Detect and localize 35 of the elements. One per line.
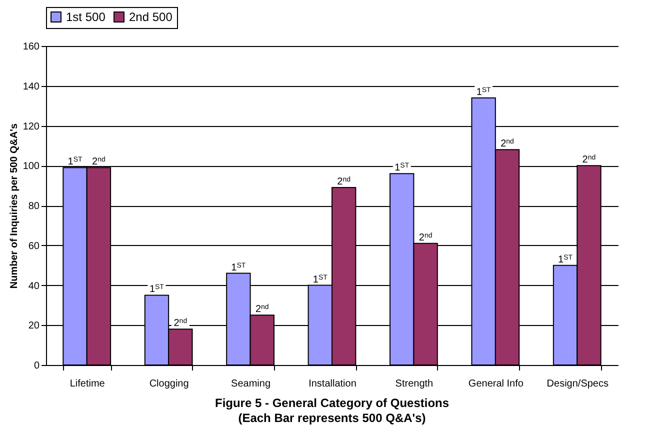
- x-tick-label: Lifetime: [70, 378, 106, 390]
- y-tick-label: 100: [22, 161, 40, 172]
- annotation: 1$^{ST}$: [394, 162, 410, 174]
- x-tick-label: Design/Specs: [546, 378, 608, 390]
- annotation: 1$^{ST}$: [68, 156, 83, 168]
- annotation: 2$^{nd}$: [255, 302, 269, 316]
- x-tick-label: Installation: [308, 378, 356, 390]
- x-tick-label: General Info: [468, 378, 524, 390]
- y-tick-label: 0: [34, 360, 40, 372]
- y-tick-label: 160: [22, 42, 40, 52]
- y-tick-label: 140: [22, 81, 40, 92]
- legend-label: 2nd 500: [129, 10, 173, 24]
- annotation: 2$^{nd}$: [174, 316, 188, 330]
- y-tick-label: 20: [28, 320, 40, 332]
- annotation: 1$^{ST}$: [476, 86, 492, 98]
- y-tick-label: 120: [22, 121, 40, 132]
- annotation: 2$^{nd}$: [500, 137, 514, 150]
- text: Figure 5 - General Category of Questions: [214, 396, 450, 410]
- annotation: 2$^{nd}$: [337, 175, 351, 188]
- y-axis-title: Number of Inquiries per 500 Q&A's: [8, 122, 20, 289]
- y-tick-label: 60: [28, 240, 40, 252]
- annotation: 2$^{nd}$: [418, 230, 432, 244]
- text: (Each Bar represents 500 Q&A's): [238, 411, 426, 425]
- x-tick-label: Clogging: [149, 378, 189, 390]
- annotation: 1$^{ST}$: [312, 274, 328, 286]
- annotation: 2$^{nd}$: [92, 155, 106, 168]
- x-tick-label: Strength: [395, 378, 434, 390]
- y-tick-label: 40: [28, 280, 40, 292]
- x-tick-label: Seaming: [231, 378, 271, 390]
- y-tick-label: 80: [28, 201, 40, 212]
- annotation: 1$^{ST}$: [558, 254, 574, 266]
- annotation: 1$^{ST}$: [149, 284, 165, 296]
- legend-label: 1st 500: [66, 10, 106, 24]
- annotation: 1$^{ST}$: [231, 262, 246, 274]
- annotation: 2$^{nd}$: [582, 153, 596, 166]
